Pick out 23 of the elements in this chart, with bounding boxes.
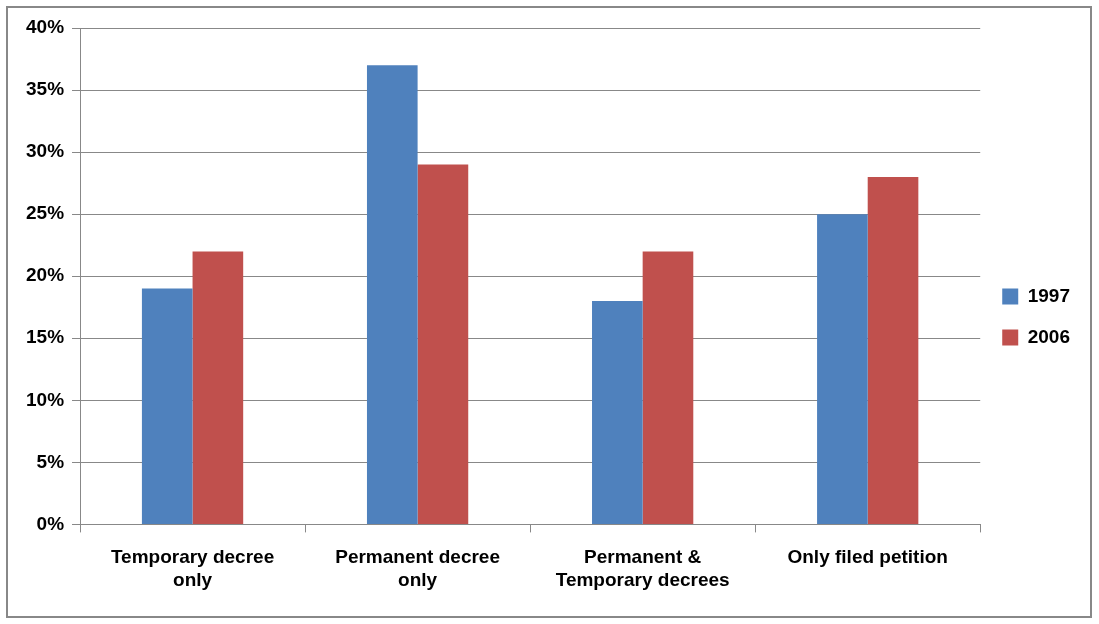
- bar: [642, 251, 694, 524]
- bar: [592, 301, 643, 524]
- y-tick-label: 30%: [26, 140, 65, 162]
- y-tick-label: 0%: [36, 512, 65, 534]
- bar: [141, 288, 193, 524]
- x-tick-label: Only filed petition: [787, 546, 948, 568]
- bar: [867, 176, 919, 524]
- x-tick-label: Temporary decree only: [110, 546, 275, 590]
- y-tick-label: 40%: [26, 16, 65, 38]
- y-tick-label: 25%: [26, 202, 65, 224]
- x-tick-label: Permanent decree only: [335, 546, 500, 590]
- bar: [817, 214, 868, 524]
- y-tick-label: 35%: [26, 78, 65, 100]
- x-tick-label: Permanent & Temporary decrees: [555, 546, 730, 590]
- y-tick-label: 20%: [26, 264, 65, 286]
- legend-label: 2006: [1027, 325, 1071, 347]
- legend-label: 1997: [1027, 284, 1071, 306]
- y-tick-label: 5%: [36, 450, 65, 472]
- y-tick-label: 15%: [26, 326, 65, 348]
- y-tick-label: 10%: [26, 388, 65, 410]
- bar: [192, 251, 244, 524]
- bar: [366, 65, 418, 524]
- bar: [417, 164, 469, 524]
